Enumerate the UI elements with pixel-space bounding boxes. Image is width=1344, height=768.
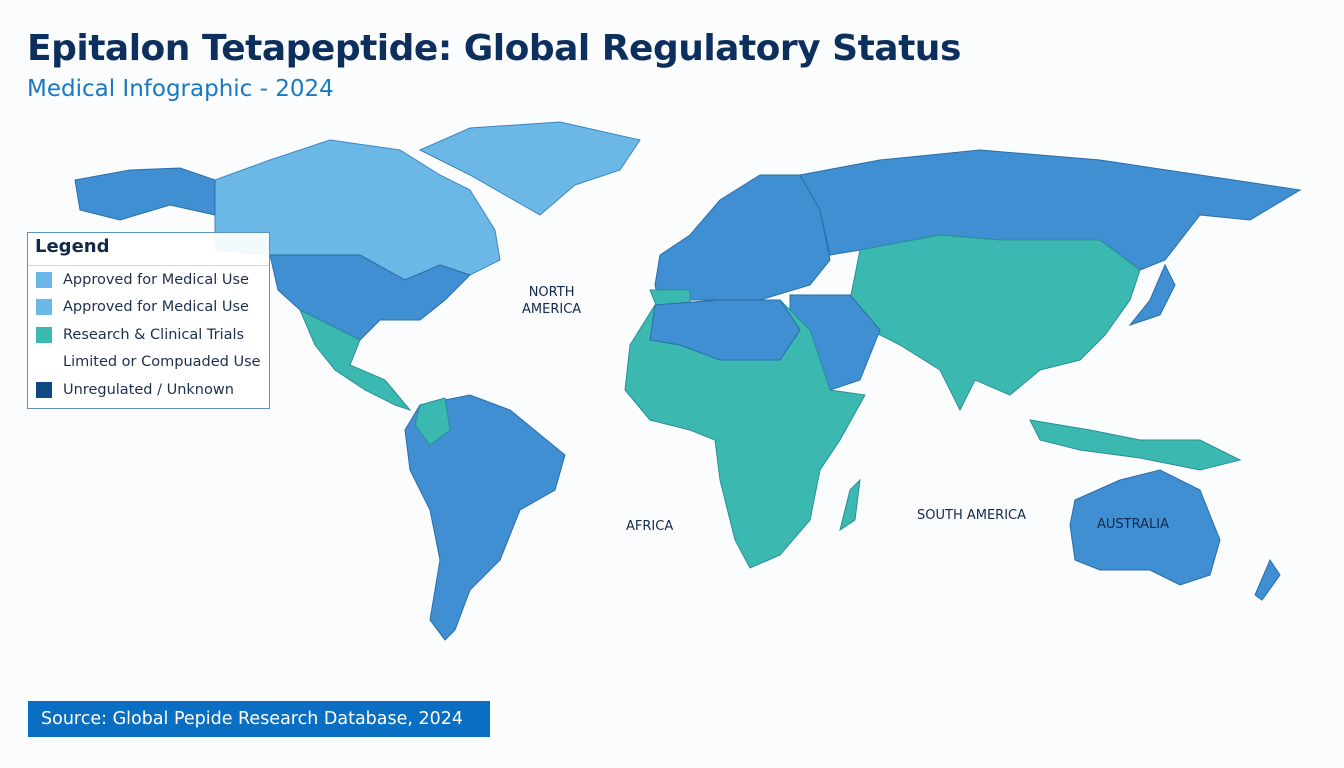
region-mexico (299, 308, 412, 412)
region-south-america (404, 394, 566, 641)
source-banner: Source: Global Pepide Research Database,… (28, 701, 490, 737)
region-colombia (414, 397, 451, 446)
region-usa (269, 254, 471, 341)
map-label-north-america: NORTH AMERICA (522, 285, 582, 317)
legend-swatch (36, 354, 52, 370)
region-russia (799, 149, 1302, 271)
page-subtitle: Medical Infographic - 2024 (27, 76, 334, 102)
region-australia (1069, 469, 1221, 586)
region-asia (849, 234, 1141, 412)
legend-title: Legend (28, 233, 269, 266)
map-label-south-america: SOUTH AMERICA (917, 508, 1027, 523)
legend-swatch (36, 271, 52, 288)
region-north-africa (649, 299, 801, 361)
region-madagascar (839, 478, 861, 532)
region-alaska (74, 167, 216, 221)
legend-item: Limited or Compuaded Use (28, 349, 269, 377)
region-indonesia (1029, 419, 1242, 471)
legend-swatch (36, 381, 52, 398)
legend-swatch (36, 299, 52, 316)
legend-item: Approved for Medical Use (28, 266, 269, 294)
legend-item: Approved for Medical Use (28, 294, 269, 322)
map-label-australia: AUSTRALIA (1097, 517, 1169, 532)
legend-label: Approved for Medical Use (63, 299, 249, 316)
legend-label: Approved for Medical Use (63, 271, 249, 288)
legend-label: Unregulated / Unknown (63, 381, 234, 398)
legend-item: Research & Clinical Trials (28, 321, 269, 349)
region-japan (1128, 263, 1176, 327)
legend-label: Research & Clinical Trials (63, 326, 245, 343)
legend-item: Unregulated / Unknown (28, 376, 269, 404)
legend-swatch (36, 326, 52, 343)
legend: Legend Approved for Medical Use Approved… (27, 232, 270, 409)
region-greenland (418, 121, 641, 216)
region-new-zealand (1254, 558, 1281, 601)
region-europe (654, 174, 831, 306)
legend-label: Limited or Compuaded Use (63, 354, 261, 371)
page-title: Epitalon Tetapeptide: Global Regulatory … (27, 28, 961, 69)
map-label-africa: AFRICA (626, 519, 674, 534)
